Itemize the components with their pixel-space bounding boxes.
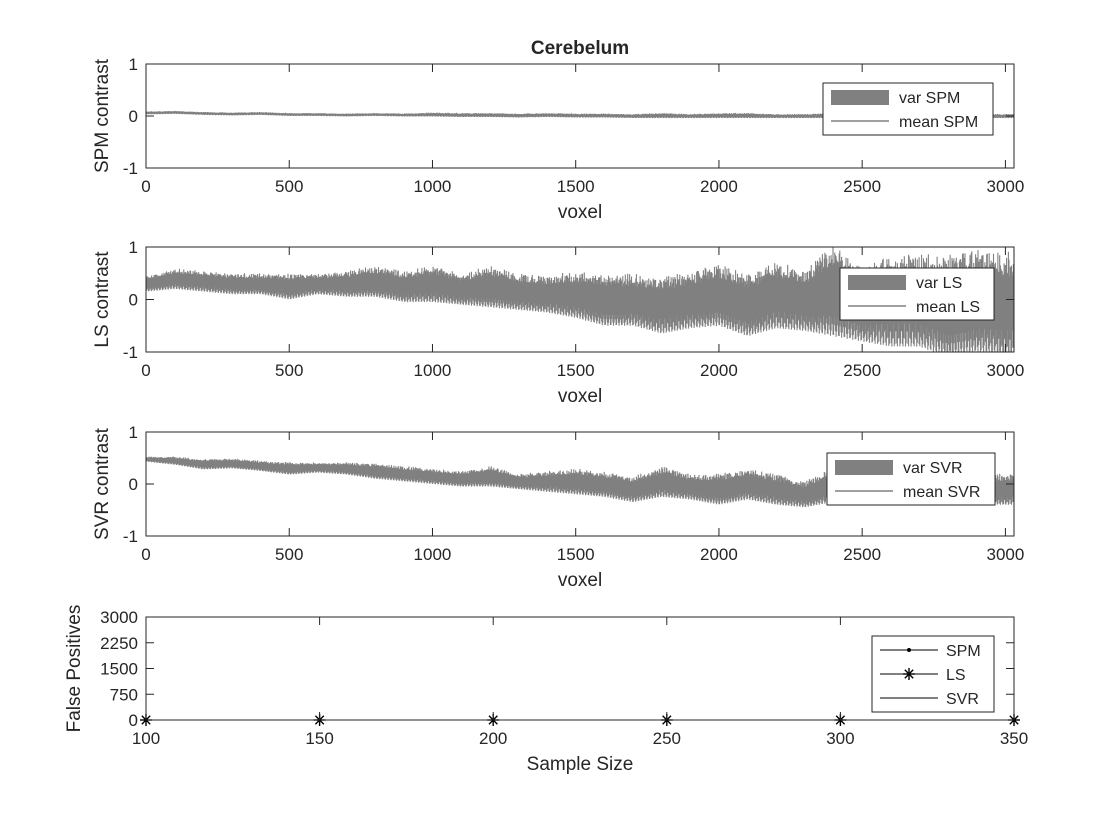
x-tick-label: 3000: [986, 545, 1024, 564]
legend: var SPM mean SPM: [822, 82, 994, 136]
x-tick-label: 2500: [843, 361, 881, 380]
x-tick-label: 300: [826, 729, 854, 748]
x-axis-label: Sample Size: [527, 754, 634, 775]
y-tick-label: 1500: [100, 660, 138, 679]
figure-title: Cerebelum: [531, 38, 629, 59]
legend-label: LS: [946, 667, 966, 684]
legend-label: mean LS: [916, 299, 980, 316]
x-axis-label: voxel: [558, 202, 602, 223]
y-tick-label: -1: [123, 159, 138, 178]
x-tick-label: 500: [275, 361, 303, 380]
y-axis-label: SVR contrast: [92, 427, 113, 540]
legend-marker-dot: [907, 648, 911, 652]
x-tick-label: 500: [275, 545, 303, 564]
x-tick-label: 0: [141, 177, 150, 196]
x-tick-label: 200: [479, 729, 507, 748]
y-tick-label: 1: [129, 55, 138, 74]
x-tick-label: 0: [141, 545, 150, 564]
legend-label: var LS: [916, 275, 962, 292]
legend: SPM LS SVR: [871, 635, 995, 713]
y-tick-label: 0: [129, 475, 138, 494]
legend-marker-asterisk: [903, 668, 915, 680]
x-tick-label: 1000: [414, 545, 452, 564]
x-tick-label: 1500: [557, 177, 595, 196]
x-tick-label: 100: [132, 729, 160, 748]
x-tick-label: 3000: [986, 177, 1024, 196]
x-tick-label: 2000: [700, 177, 738, 196]
asterisk-stroke: [904, 669, 914, 679]
y-tick-label: 0: [129, 711, 138, 730]
x-tick-label: 2000: [700, 545, 738, 564]
y-axis-label: SPM contrast: [92, 58, 113, 173]
legend-swatch-band: [848, 275, 906, 290]
x-tick-label: 1000: [414, 177, 452, 196]
y-tick-label: 750: [110, 685, 138, 704]
legend-swatch-band: [835, 460, 893, 475]
y-tick-label: 1: [129, 423, 138, 442]
x-tick-label: 500: [275, 177, 303, 196]
legend-label: SVR: [946, 691, 979, 708]
legend: var SVR mean SVR: [826, 452, 996, 506]
y-tick-label: 0: [129, 291, 138, 310]
x-tick-label: 1500: [557, 361, 595, 380]
x-tick-label: 2500: [843, 545, 881, 564]
legend-swatch-band: [831, 90, 889, 105]
x-tick-label: 1000: [414, 361, 452, 380]
legend-label: mean SPM: [899, 114, 978, 131]
x-tick-label: 2000: [700, 361, 738, 380]
y-axis-label: LS contrast: [92, 251, 113, 348]
legend-label: var SPM: [899, 90, 960, 107]
x-tick-label: 1500: [557, 545, 595, 564]
panel-4: 100 150 200 250 300 350 0 750 1500 2250 3000 Sample…: [64, 605, 1028, 775]
x-tick-label: 250: [653, 729, 681, 748]
y-tick-label: 3000: [100, 608, 138, 627]
x-tick-label: 150: [305, 729, 333, 748]
legend-label: SPM: [946, 643, 981, 660]
y-tick-label: 0: [129, 107, 138, 126]
y-axis-label: False Positives: [64, 605, 85, 733]
x-tick-label: 0: [141, 361, 150, 380]
legend: var LS mean LS: [839, 267, 995, 321]
legend-label: mean SVR: [903, 484, 980, 501]
y-tick-label: 2250: [100, 634, 138, 653]
x-axis-label: voxel: [558, 570, 602, 591]
x-tick-label: 3000: [986, 361, 1024, 380]
x-axis-label: voxel: [558, 386, 602, 407]
y-tick-label: -1: [123, 343, 138, 362]
x-tick-label: 2500: [843, 177, 881, 196]
x-tick-label: 350: [1000, 729, 1028, 748]
y-tick-label: -1: [123, 527, 138, 546]
legend-label: var SVR: [903, 460, 963, 477]
y-tick-label: 1: [129, 238, 138, 257]
